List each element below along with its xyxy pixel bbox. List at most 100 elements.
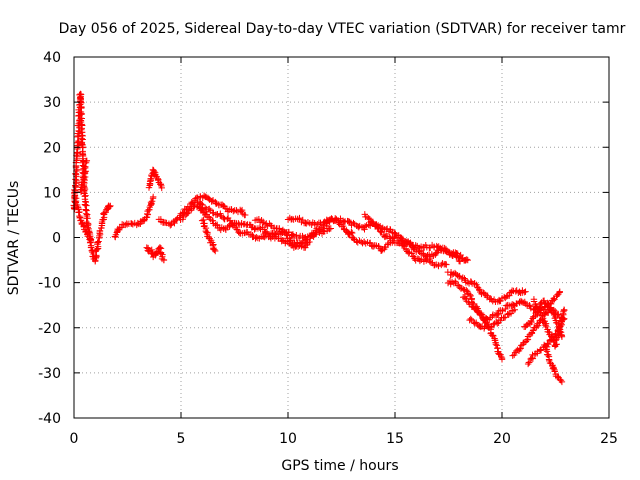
data-point xyxy=(524,360,532,368)
data-point xyxy=(546,336,554,344)
data-point xyxy=(383,225,391,232)
data-point xyxy=(92,258,99,265)
data-point xyxy=(350,219,357,227)
data-point xyxy=(521,288,528,296)
data-point xyxy=(557,377,565,384)
data-point xyxy=(201,204,209,211)
data-point xyxy=(411,246,418,253)
data-point xyxy=(452,278,459,285)
data-point xyxy=(494,320,501,327)
x-tick-label: 0 xyxy=(70,431,79,447)
data-point xyxy=(558,378,566,386)
data-point xyxy=(208,198,215,205)
data-point xyxy=(160,256,168,264)
data-point xyxy=(242,211,249,219)
data-point xyxy=(453,253,461,261)
data-point xyxy=(502,314,509,321)
y-tick-label: 10 xyxy=(43,185,61,201)
data-point xyxy=(95,238,102,245)
data-point xyxy=(361,226,368,233)
data-point xyxy=(443,261,450,268)
y-tick-label: -20 xyxy=(38,321,61,337)
data-point xyxy=(467,315,474,323)
data-point xyxy=(147,199,155,206)
data-point xyxy=(96,227,104,234)
data-point xyxy=(547,332,555,340)
data-point xyxy=(93,246,100,254)
x-tick-label: 15 xyxy=(386,431,404,447)
data-point xyxy=(428,251,436,258)
data-point xyxy=(517,345,524,352)
data-point xyxy=(299,216,306,224)
data-point xyxy=(282,229,290,237)
data-point xyxy=(312,231,320,238)
axis-ticks xyxy=(73,56,610,419)
data-point xyxy=(489,332,497,339)
data-point xyxy=(230,208,237,215)
data-point xyxy=(376,227,384,235)
data-point xyxy=(365,214,372,222)
data-point xyxy=(82,163,89,170)
data-point xyxy=(455,254,462,261)
data-point xyxy=(84,224,91,231)
data-point xyxy=(524,321,531,329)
data-point xyxy=(353,238,360,245)
y-tick-label: 30 xyxy=(43,95,61,111)
data-point xyxy=(525,359,533,366)
data-point xyxy=(140,217,148,225)
data-point xyxy=(260,218,267,226)
data-point xyxy=(554,373,561,380)
data-point xyxy=(285,228,292,236)
data-point xyxy=(526,302,533,309)
chart-title: Day 056 of 2025, Sidereal Day-to-day VTE… xyxy=(59,21,626,37)
data-point xyxy=(416,257,424,265)
data-point xyxy=(560,306,568,313)
data-point xyxy=(535,306,543,313)
data-point xyxy=(499,307,506,314)
y-tick-label: -10 xyxy=(38,276,61,292)
data-point xyxy=(73,149,80,156)
x-tick-label: 10 xyxy=(279,431,297,447)
data-point xyxy=(533,323,540,331)
data-point xyxy=(545,341,552,348)
data-point xyxy=(209,217,216,224)
x-axis-title: GPS time / hours xyxy=(281,458,398,474)
y-tick-label: 0 xyxy=(52,231,61,247)
data-point xyxy=(516,288,523,295)
data-point xyxy=(361,223,369,230)
x-tick-labels: 0 5 10 15 20 25 xyxy=(70,431,618,447)
data-point xyxy=(516,345,524,353)
data-point xyxy=(498,356,506,363)
data-point xyxy=(556,322,564,330)
y-tick-labels: -40 -30 -20 -10 0 10 20 30 40 xyxy=(38,50,61,427)
data-point xyxy=(463,286,470,294)
data-point xyxy=(550,365,558,372)
data-point xyxy=(149,193,157,201)
x-tick-label: 25 xyxy=(600,431,618,447)
data-point xyxy=(538,312,545,319)
data-point xyxy=(527,305,535,312)
data-point xyxy=(255,215,263,223)
y-tick-label: -40 xyxy=(38,411,61,427)
data-point xyxy=(83,157,91,164)
data-point xyxy=(464,256,471,264)
data-point xyxy=(82,192,89,199)
data-point xyxy=(553,333,561,341)
data-point xyxy=(560,308,567,315)
data-point xyxy=(198,201,205,208)
data-point xyxy=(106,203,113,210)
data-point xyxy=(556,288,563,295)
data-point xyxy=(391,233,398,241)
data-point xyxy=(346,230,354,238)
data-point xyxy=(558,315,566,322)
y-tick-label: 20 xyxy=(43,140,61,156)
data-point xyxy=(267,222,275,229)
data-point xyxy=(506,292,513,299)
data-point xyxy=(522,288,529,295)
data-point xyxy=(483,315,490,322)
data-point xyxy=(183,210,191,218)
data-point xyxy=(72,170,79,177)
data-point xyxy=(528,354,535,362)
data-point xyxy=(374,224,381,231)
